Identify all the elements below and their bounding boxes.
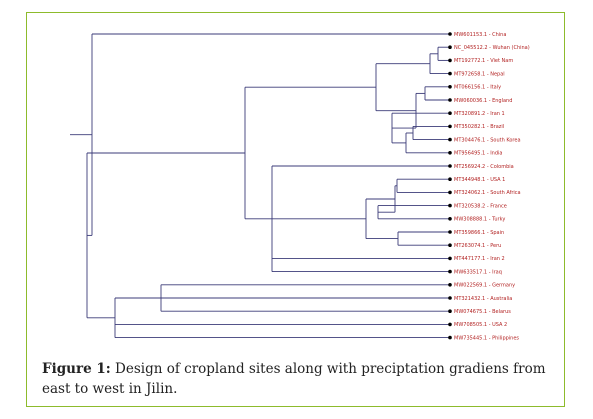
figure-frame bbox=[26, 12, 565, 407]
leaf-node-marker bbox=[448, 256, 452, 261]
leaf-node-marker bbox=[448, 58, 452, 63]
leaf-node-marker bbox=[448, 335, 452, 340]
leaf-node-marker bbox=[448, 217, 452, 221]
leaf-node-marker bbox=[448, 177, 452, 181]
leaf-node-marker bbox=[448, 283, 452, 287]
leaf-label: MW022569.1 - Germany bbox=[454, 283, 515, 289]
figure-caption: Figure 1: Design of cropland sites along… bbox=[42, 359, 557, 399]
leaf-label: MT263074.1 - Peru bbox=[454, 243, 501, 249]
leaf-node-marker bbox=[448, 45, 452, 49]
leaf-label: MT359866.1 - Spain bbox=[454, 230, 504, 236]
leaf-node-marker bbox=[448, 71, 452, 76]
leaf-node-marker bbox=[448, 151, 452, 155]
leaf-label: MT344948.1 - USA 1 bbox=[454, 177, 505, 183]
leaf-label: MW601153.1 - China bbox=[454, 32, 506, 38]
caption-text: Design of cropland sites along with prec… bbox=[42, 361, 546, 397]
leaf-node-marker bbox=[448, 137, 452, 142]
leaf-label: MT066156.1 - Italy bbox=[454, 85, 501, 91]
leaf-label: MW074675.1 - Belarus bbox=[454, 309, 511, 315]
leaf-node-marker bbox=[448, 203, 452, 208]
leaf-label: MW708505.1 - USA 2 bbox=[454, 322, 507, 328]
leaf-label: MT350282.1 - Brazil bbox=[454, 124, 504, 130]
caption-label: Figure 1: bbox=[42, 361, 111, 377]
leaf-node-marker bbox=[448, 296, 452, 300]
leaf-label: MW633517.1 - Iraq bbox=[454, 269, 502, 275]
leaf-label: MW735445.1 - Philippines bbox=[454, 335, 519, 341]
leaf-label: NC_045512.2 - Wuhan (China) bbox=[454, 45, 530, 51]
leaf-node-marker bbox=[448, 124, 452, 129]
leaf-label: MT304476.1 - South Korea bbox=[454, 137, 521, 143]
leaf-label: MT256924.2 - Colombia bbox=[454, 164, 514, 170]
leaf-node-marker bbox=[448, 190, 452, 195]
leaf-label: MT321432.1 - Australia bbox=[454, 296, 512, 302]
leaf-label: MT447177.1 - Iran 2 bbox=[454, 256, 505, 262]
leaf-node-marker bbox=[448, 98, 452, 102]
leaf-label: MT956495.1 - India bbox=[454, 151, 502, 157]
leaf-label: MT320538.2 - France bbox=[454, 203, 507, 209]
leaf-label: MT324062.1 - South Africa bbox=[454, 190, 521, 196]
leaf-node-marker bbox=[448, 164, 452, 168]
leaf-label: MT320891.2 - Iran 1 bbox=[454, 111, 505, 117]
leaf-label: MW060036.1 - England bbox=[454, 98, 512, 104]
leaf-node-marker bbox=[448, 243, 452, 247]
leaf-node-marker bbox=[448, 309, 452, 314]
leaf-label: MT972658.1 - Nepal bbox=[454, 71, 505, 77]
leaf-label: MW308888.1 - Turky bbox=[454, 217, 505, 223]
leaf-node-marker bbox=[448, 111, 452, 115]
leaf-node-marker bbox=[448, 269, 452, 274]
leaf-label: MT192772.1 - Viet Nam bbox=[454, 58, 513, 64]
leaf-node-marker bbox=[448, 230, 452, 234]
leaf-node-marker bbox=[448, 322, 452, 327]
leaf-node-marker bbox=[448, 32, 452, 36]
leaf-node-marker bbox=[448, 85, 452, 89]
